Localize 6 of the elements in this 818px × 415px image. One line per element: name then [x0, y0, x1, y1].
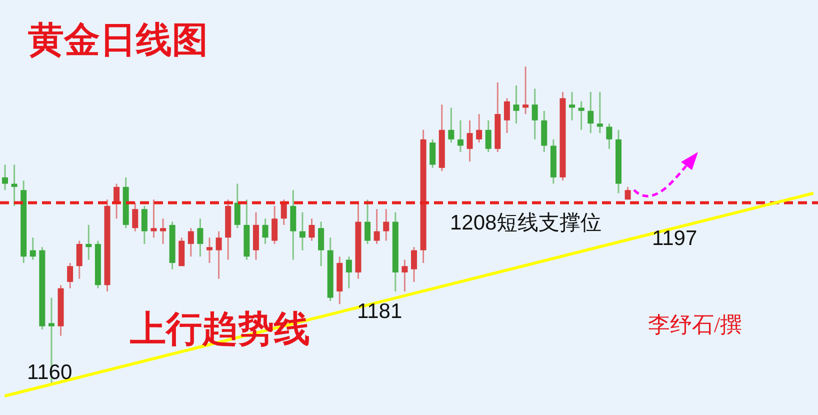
ref-line-label: 1208短线支撑位: [450, 212, 602, 235]
annotation: 1160: [27, 361, 72, 385]
annotation: 1197: [652, 227, 698, 251]
annotation: 1181: [357, 300, 402, 324]
chart-title: 黄金日线图: [28, 19, 208, 62]
annotation: 李纾石/撰: [648, 311, 742, 339]
